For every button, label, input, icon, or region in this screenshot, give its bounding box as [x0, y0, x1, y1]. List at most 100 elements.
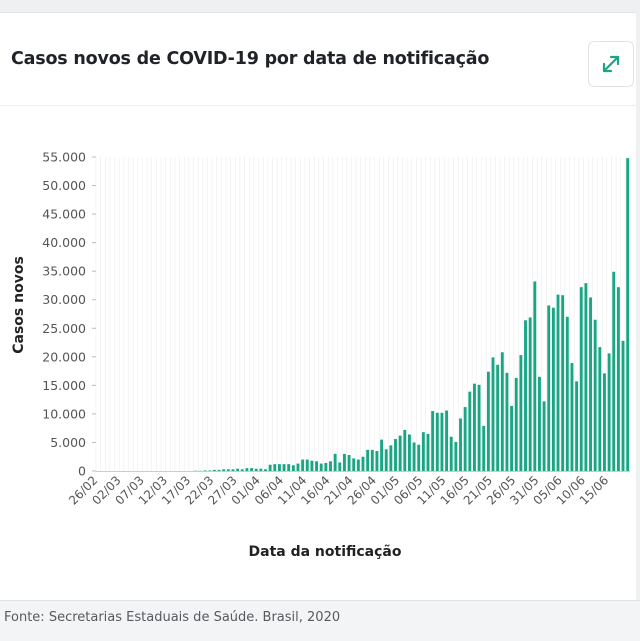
bar: [459, 418, 462, 471]
bar: [273, 464, 276, 471]
bar: [436, 413, 439, 471]
bar: [561, 295, 564, 471]
bar: [496, 365, 499, 471]
bar: [218, 470, 221, 471]
bar: [259, 469, 262, 471]
bar: [622, 341, 625, 471]
bar: [519, 355, 522, 471]
bar: [506, 373, 509, 471]
bar: [492, 357, 495, 471]
bar: [608, 353, 611, 471]
bar: [580, 287, 583, 471]
bar: [380, 440, 383, 471]
bar: [598, 347, 601, 471]
bar: [566, 317, 569, 471]
bar: [473, 384, 476, 471]
bar: [440, 413, 443, 471]
bar: [343, 454, 346, 471]
bar: [547, 305, 550, 471]
bar: [594, 320, 597, 471]
bar: [338, 462, 341, 471]
bar: [250, 468, 253, 471]
bar: [385, 449, 388, 471]
y-tick-label: 20.000: [42, 349, 86, 364]
bar: [297, 464, 300, 471]
bar: [478, 385, 481, 471]
bar: [543, 401, 546, 471]
bar: [454, 442, 457, 471]
y-tick-label: 40.000: [42, 235, 86, 250]
y-tick-label: 55.000: [42, 150, 86, 165]
bar: [324, 463, 327, 471]
bars: [97, 158, 629, 471]
bar: [557, 295, 560, 471]
bar: [352, 458, 355, 471]
bar: [431, 411, 434, 471]
bar: [538, 377, 541, 471]
bar: [422, 432, 425, 471]
y-tick-label: 5.000: [50, 435, 86, 450]
bar: [403, 430, 406, 471]
bar: [529, 317, 532, 471]
bar: [292, 465, 295, 471]
x-axis-title: Data da notificação: [249, 544, 402, 560]
source-note: Fonte: Secretarias Estaduais de Saúde. B…: [4, 610, 340, 625]
bar: [626, 158, 629, 471]
y-axis-title: Casos novos: [11, 256, 27, 354]
y-tick-label: 15.000: [42, 378, 86, 393]
y-tick-label: 35.000: [42, 264, 86, 279]
bar: [283, 464, 286, 471]
bar: [394, 439, 397, 471]
bar: [515, 378, 518, 471]
bar: [524, 320, 527, 471]
bar: [213, 470, 216, 471]
bar: [375, 451, 378, 471]
bar: [501, 352, 504, 471]
bar: [533, 281, 536, 471]
bar: [552, 308, 555, 471]
bar: [482, 426, 485, 471]
bar: [334, 454, 337, 471]
bar: [362, 457, 365, 471]
bar: [571, 363, 574, 471]
bar: [208, 470, 211, 471]
bar: [584, 283, 587, 471]
footer: Fonte: Secretarias Estaduais de Saúde. B…: [0, 600, 640, 641]
bar: [241, 469, 244, 471]
bar: [510, 406, 513, 471]
bar: [408, 434, 411, 471]
bar: [310, 461, 313, 471]
bar: [255, 469, 258, 471]
bar: [306, 460, 309, 471]
bar: [371, 450, 374, 471]
bar: [245, 468, 248, 471]
bar: [464, 407, 467, 471]
bar: [468, 392, 471, 471]
bar: [357, 460, 360, 471]
bar: [603, 373, 606, 471]
y-tick-label: 50.000: [42, 178, 86, 193]
bar: [269, 465, 272, 471]
bar: [301, 460, 304, 471]
bar: [315, 461, 318, 471]
bar: [278, 464, 281, 471]
y-tick-label: 0: [78, 464, 86, 479]
bar: [575, 381, 578, 471]
y-tick-label: 45.000: [42, 207, 86, 222]
bar: [348, 455, 351, 471]
bar: [589, 297, 592, 471]
bar: [204, 470, 207, 471]
bar: [413, 442, 416, 471]
y-tick-label: 25.000: [42, 321, 86, 336]
y-tick-label: 10.000: [42, 406, 86, 421]
bar: [366, 450, 369, 471]
bar: [617, 287, 620, 471]
bar: [222, 469, 225, 471]
bar: [264, 469, 267, 471]
bar: [427, 434, 430, 471]
bar: [399, 436, 402, 471]
bar: [612, 272, 615, 471]
y-tick-label: 30.000: [42, 292, 86, 307]
bar: [445, 410, 448, 471]
bar-chart: 0 5.000 10.000 15.000 20.000 25.000 30.000 35.0…: [0, 0, 640, 600]
